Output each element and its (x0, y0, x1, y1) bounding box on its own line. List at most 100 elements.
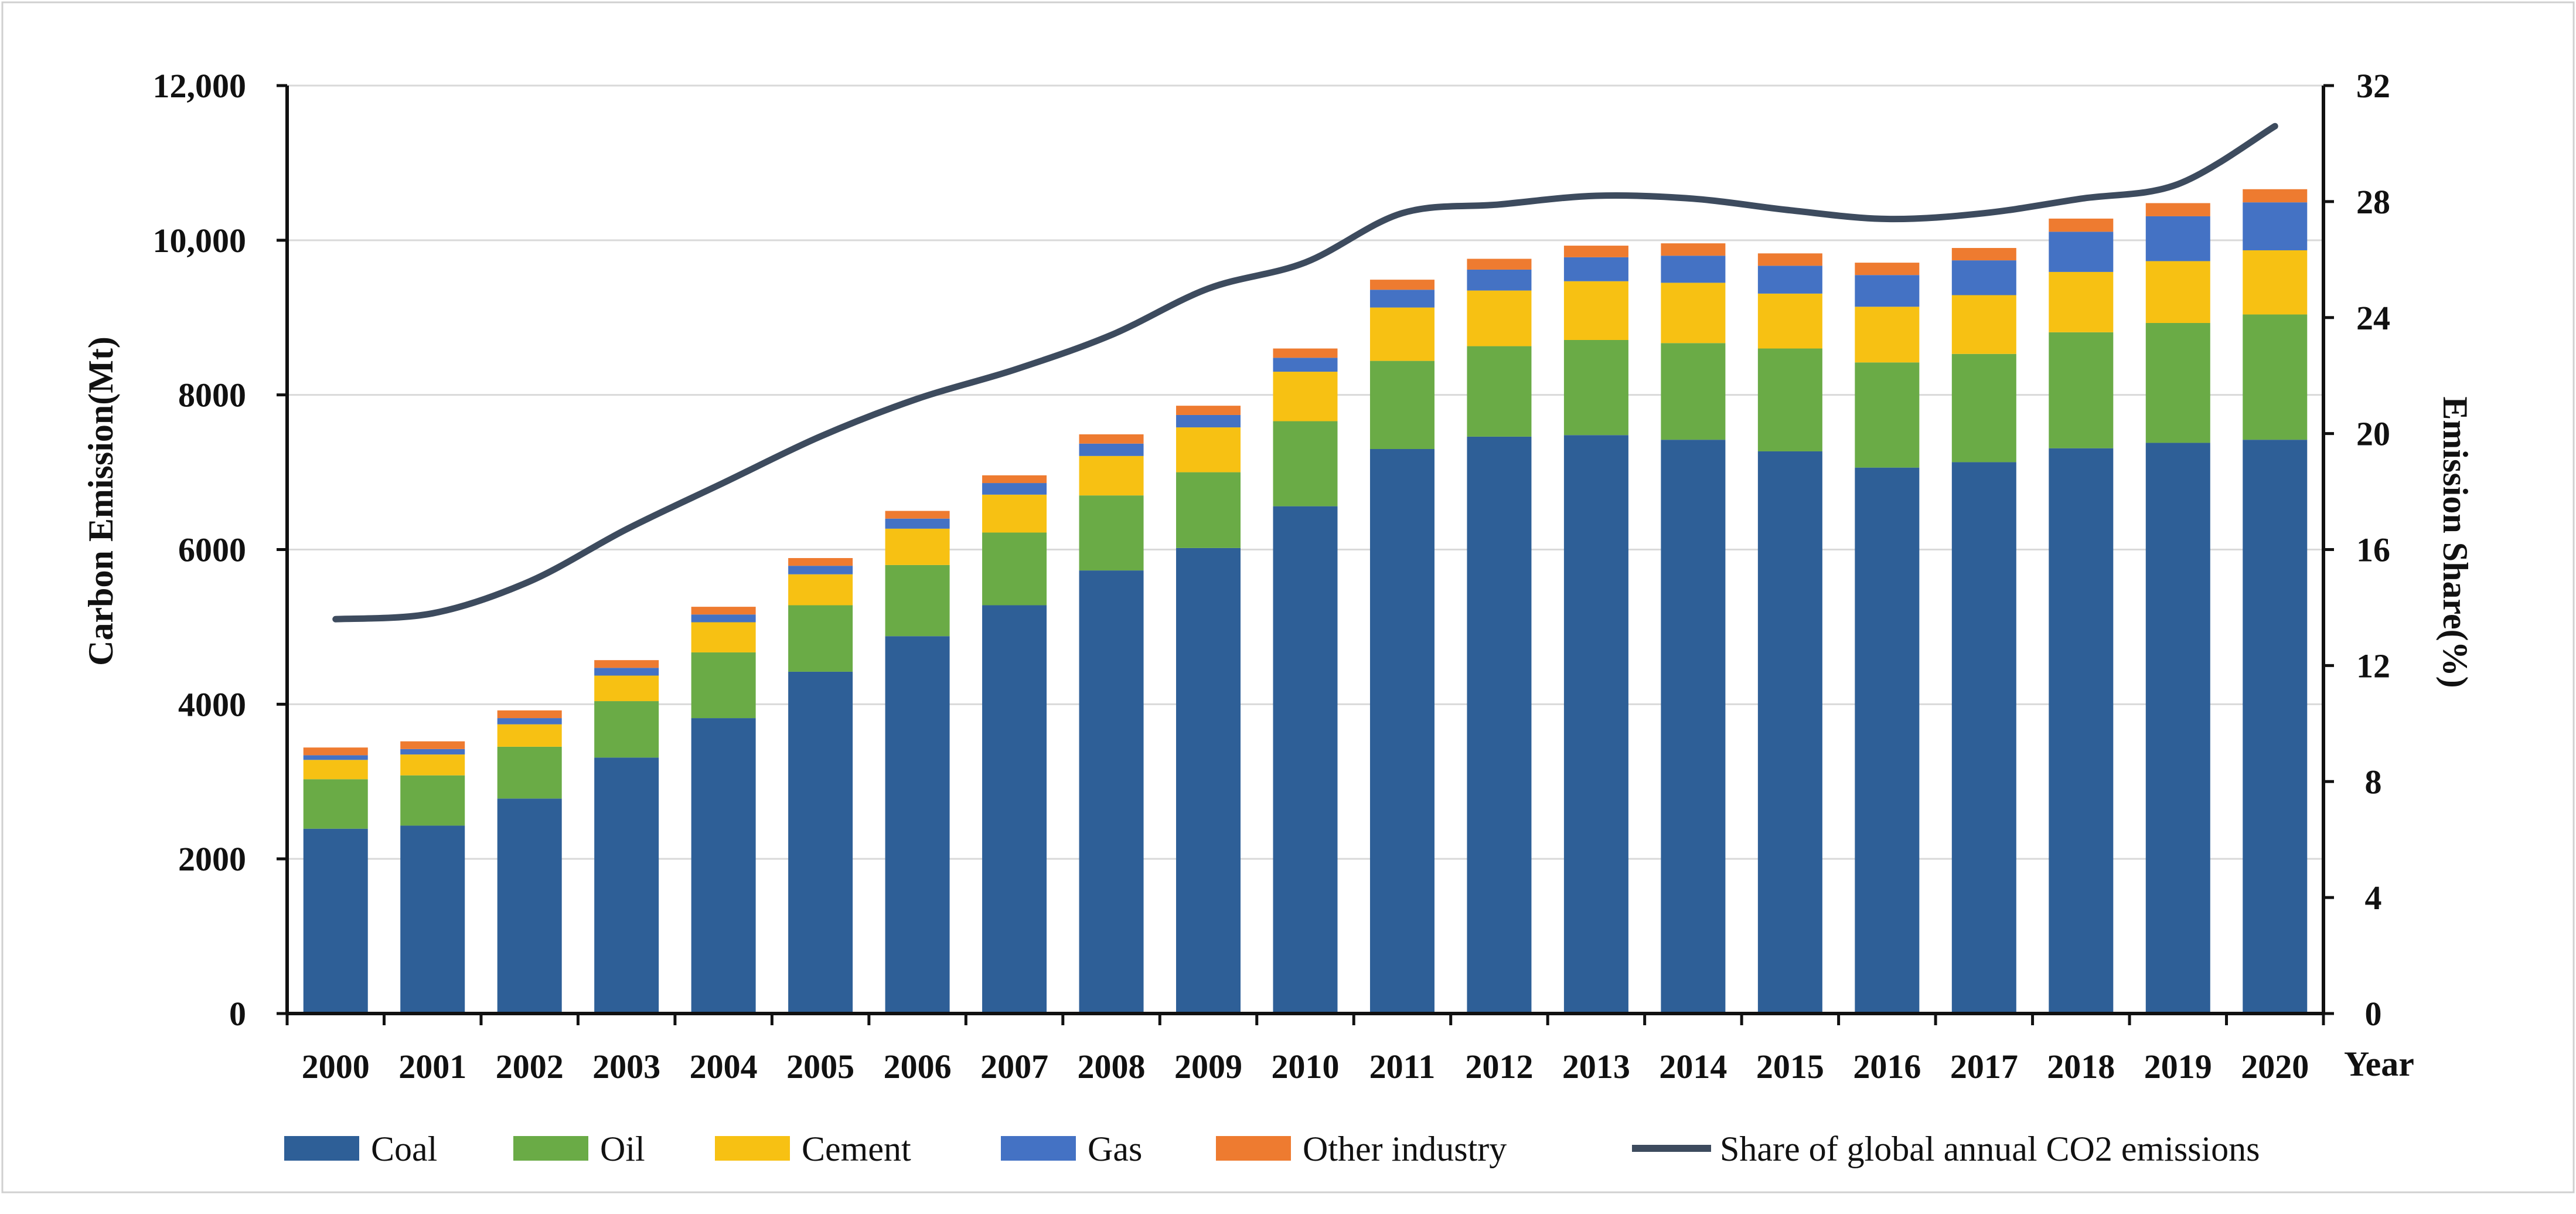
x-tick-label: 2016 (1853, 1048, 1921, 1086)
x-tick-label: 2000 (302, 1048, 370, 1086)
bar-coal-2017 (1951, 462, 2016, 1014)
bar-gas-2002 (497, 718, 562, 725)
bar-cement-2011 (1369, 307, 1434, 361)
bar-coal-2011 (1369, 449, 1434, 1014)
y2-tick-label: 24 (2356, 299, 2390, 337)
bar-gas-2003 (594, 668, 659, 676)
x-tick-label: 2005 (786, 1048, 854, 1086)
legend-label: Cement (802, 1130, 911, 1168)
x-tick-label: 2002 (496, 1048, 564, 1086)
stacked-bars (303, 189, 2308, 1014)
bar-oil-2010 (1273, 421, 1338, 506)
legend: Coal Oil Cement Gas Other industry Share of g… (284, 1130, 2260, 1168)
bar-coal-2008 (1079, 570, 1144, 1014)
bar-gas-2016 (1855, 275, 1920, 307)
bar-cement-2012 (1467, 290, 1532, 346)
x-tick-label: 2014 (1659, 1048, 1727, 1086)
bar-other-industry-2001 (400, 741, 465, 749)
x-tick-label: 2004 (690, 1048, 758, 1086)
y-tick-label: 12,000 (153, 67, 247, 105)
legend-label: Share of global annual CO2 emissions (1720, 1130, 2260, 1168)
y2-tick-label: 20 (2356, 415, 2390, 453)
bar-other-industry-2013 (1563, 246, 1628, 257)
bar-gas-2001 (400, 749, 465, 755)
bar-other-industry-2007 (982, 475, 1047, 484)
bar-coal-2019 (2145, 443, 2210, 1014)
bar-oil-2002 (497, 746, 562, 799)
x-tick-label: 2007 (980, 1048, 1048, 1086)
bar-coal-2016 (1855, 467, 1920, 1014)
bar-cement-2008 (1079, 455, 1144, 496)
bar-coal-2005 (788, 671, 853, 1014)
bar-coal-2010 (1273, 506, 1338, 1014)
bar-cement-2002 (497, 724, 562, 747)
bar-oil-2009 (1176, 472, 1241, 548)
y-tick-label: 0 (229, 995, 246, 1033)
x-tick-label: 2012 (1465, 1048, 1533, 1086)
bar-other-industry-2020 (2243, 189, 2308, 203)
bar-oil-2012 (1467, 346, 1532, 437)
bar-oil-2018 (2049, 332, 2114, 448)
bar-other-industry-2016 (1855, 263, 1920, 276)
legend-label: Oil (600, 1130, 645, 1168)
x-tick-label: 2013 (1562, 1048, 1630, 1086)
bar-coal-2020 (2243, 440, 2308, 1014)
x-tick-label: 2020 (2241, 1048, 2309, 1086)
bar-gas-2017 (1951, 260, 2016, 295)
y2-tick-label: 4 (2365, 879, 2382, 917)
bar-other-industry-2008 (1079, 434, 1144, 444)
bar-gas-2009 (1176, 414, 1241, 428)
bar-gas-2004 (691, 614, 756, 623)
bar-coal-2006 (885, 636, 950, 1014)
x-tick-label: 2003 (592, 1048, 660, 1086)
bar-oil-2006 (885, 565, 950, 637)
bar-coal-2003 (594, 757, 659, 1014)
bar-gas-2011 (1369, 290, 1434, 308)
bar-oil-2017 (1951, 353, 2016, 463)
x-tick-label: 2010 (1272, 1048, 1340, 1086)
bar-coal-2013 (1563, 435, 1628, 1014)
bar-oil-2007 (982, 532, 1047, 606)
y-tick-label: 2000 (178, 840, 246, 878)
y-tick-label: 10,000 (153, 222, 247, 260)
bar-coal-2014 (1661, 440, 1726, 1014)
x-tick-label: 2011 (1369, 1048, 1436, 1086)
bar-gas-2019 (2145, 216, 2210, 261)
bar-cement-2018 (2049, 271, 2114, 332)
bar-cement-2017 (1951, 295, 2016, 354)
bar-other-industry-2000 (303, 747, 368, 756)
y-tick-label: 6000 (178, 531, 246, 569)
bar-other-industry-2018 (2049, 218, 2114, 232)
bar-oil-2016 (1855, 362, 1920, 468)
bar-oil-2005 (788, 605, 853, 672)
x-tick-label: 2018 (2047, 1048, 2115, 1086)
x-tick-label: 2008 (1078, 1048, 1146, 1086)
x-tick-label: 2001 (398, 1048, 466, 1086)
bar-coal-2001 (400, 825, 465, 1014)
axes (277, 84, 2334, 1025)
bar-cement-2009 (1176, 427, 1241, 472)
bar-cement-2014 (1661, 283, 1726, 344)
legend-swatch-oil (513, 1136, 588, 1161)
legend-swatch-coal (284, 1136, 359, 1161)
bar-gas-2010 (1273, 358, 1338, 372)
legend-swatch-cement (715, 1136, 790, 1161)
bar-gas-2018 (2049, 232, 2114, 272)
legend-label: Other industry (1303, 1130, 1507, 1168)
x-tick-label: 2017 (1950, 1048, 2018, 1086)
bar-coal-2007 (982, 605, 1047, 1014)
bar-cement-2020 (2243, 250, 2308, 315)
y-axis-title: Carbon Emission(Mt) (81, 336, 120, 666)
tick-labels: 0 2000 4000 6000 8000 10,000 12,000 0 4 8 12 16 20 24… (153, 67, 2391, 1086)
bar-oil-2011 (1369, 361, 1434, 450)
bar-coal-2012 (1467, 436, 1532, 1014)
share-line-layer (332, 123, 2278, 623)
bar-other-industry-2010 (1273, 348, 1338, 358)
bar-coal-2002 (497, 798, 562, 1014)
y2-tick-label: 32 (2356, 67, 2390, 105)
bar-oil-2013 (1563, 340, 1628, 436)
bar-gas-2015 (1757, 266, 1822, 294)
legend-swatch-other-industry (1216, 1136, 1291, 1161)
bar-cement-2007 (982, 494, 1047, 533)
